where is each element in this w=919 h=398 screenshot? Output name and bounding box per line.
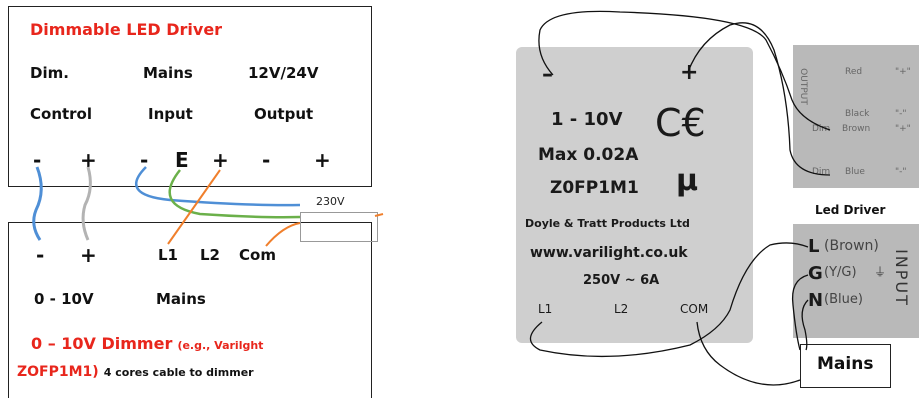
module-minus: –	[542, 62, 553, 87]
dimmer-module	[516, 47, 753, 343]
led-driver-label: Led Driver	[815, 203, 886, 217]
output-row-brown-name: Brown	[842, 124, 871, 134]
input-row-g-desc: (Y/G)	[824, 265, 857, 280]
module-rating: 250V ~ 6A	[583, 273, 660, 288]
input-row-l-desc: (Brown)	[824, 238, 879, 254]
input-row-n-letter: N	[808, 290, 824, 311]
dimmer-cable-note: 4 cores cable to dimmer	[103, 366, 254, 379]
dimmer-title-main: 0 – 10V Dimmer	[31, 334, 173, 353]
output-row-black-name: Black	[845, 109, 870, 119]
module-ce-mark: C€	[655, 101, 706, 145]
input-row-g-letter: G	[808, 263, 823, 284]
dimmer-terminal-l1: L1	[158, 246, 178, 264]
output-row-blue-left: Dim	[812, 167, 831, 177]
mains-box-label: Mains	[817, 354, 874, 374]
module-term-com: COM	[680, 302, 709, 316]
module-micro-symbol: μ	[676, 163, 699, 198]
module-voltage: 1 - 10V	[551, 109, 623, 130]
dimmer-terminal-plus: +	[80, 243, 97, 267]
output-row-black-sign: "-"	[895, 109, 907, 119]
mains-input-label-bottom: Input	[148, 105, 193, 123]
output-row-blue-sign: "-"	[895, 167, 907, 177]
module-current: Max 0.02A	[538, 145, 639, 165]
driver-terminal-out-plus: +	[314, 148, 331, 172]
driver-terminal-dim-plus: +	[80, 148, 97, 172]
dimmer-label-0-10v: 0 - 10V	[34, 290, 94, 308]
output-row-blue-name: Blue	[845, 167, 865, 177]
dimmer-title-example: (e.g., Varilght	[177, 339, 264, 352]
driver-terminal-mains-plus: +	[212, 148, 229, 172]
dim-control-label-top: Dim.	[30, 64, 69, 82]
module-term-l2: L2	[614, 302, 629, 316]
output-row-brown-sign: "+"	[895, 124, 911, 134]
module-plus: +	[680, 60, 699, 85]
driver-terminal-earth: E	[175, 148, 189, 172]
dimmer-terminal-minus: -	[36, 243, 45, 267]
output-row-red-name: Red	[845, 67, 863, 77]
dimmer-label-mains: Mains	[156, 290, 206, 308]
earth-symbol-icon: ⏚	[874, 265, 887, 279]
dim-control-label-bottom: Control	[30, 105, 93, 123]
driver-terminal-out-minus: -	[262, 148, 271, 172]
mains-input-label-top: Mains	[143, 64, 193, 82]
driver-title: Dimmable LED Driver	[30, 20, 223, 39]
dimmer-title-line1: 0 – 10V Dimmer (e.g., Varilght	[31, 336, 263, 352]
dimmer-model-red: ZOFP1M1)	[17, 364, 99, 380]
driver-terminal-mains-minus: -	[140, 148, 149, 172]
driver-terminal-dim-minus: -	[33, 148, 42, 172]
supply-voltage-label: 230V	[316, 195, 345, 208]
module-website: www.varilight.co.uk	[530, 245, 688, 261]
output-row-brown-left: Dim	[812, 124, 831, 134]
led-driver-output-panel	[793, 45, 919, 188]
input-row-n-desc: (Blue)	[824, 292, 863, 307]
module-term-l1: L1	[538, 302, 553, 316]
led-driver-input-panel	[793, 224, 919, 338]
led-driver-box	[8, 6, 372, 187]
mains-box	[800, 344, 891, 388]
output-label-bottom: Output	[254, 105, 314, 123]
dimmer-terminal-l2: L2	[200, 246, 220, 264]
dimmer-box	[8, 222, 372, 398]
output-label-top: 12V/24V	[248, 64, 319, 82]
output-row-red-sign: "+"	[895, 67, 911, 77]
module-maker: Doyle & Tratt Products Ltd	[525, 217, 690, 230]
dimmer-terminal-com: Com	[239, 246, 276, 264]
module-model: Z0FP1M1	[550, 178, 639, 198]
dimmer-title-line2: ZOFP1M1) 4 cores cable to dimmer	[17, 363, 254, 379]
supply-box	[300, 212, 378, 242]
input-row-l-letter: L	[808, 236, 820, 257]
